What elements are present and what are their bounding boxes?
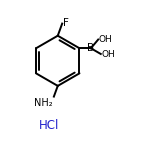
Text: B: B (87, 43, 94, 53)
Text: NH₂: NH₂ (35, 97, 53, 107)
Text: F: F (63, 18, 69, 28)
Text: HCl: HCl (38, 119, 59, 132)
Text: OH: OH (99, 35, 113, 44)
Text: OH: OH (102, 50, 115, 59)
